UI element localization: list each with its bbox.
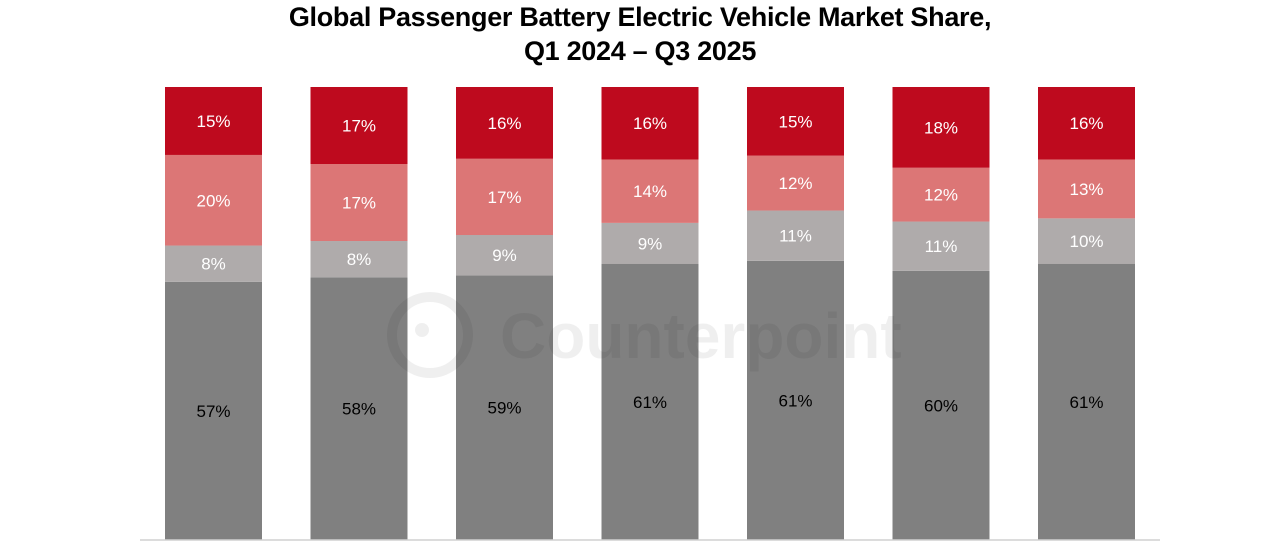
watermark-logo-dot [415,323,429,337]
data-label: 17% [487,188,521,207]
bar-4-segment-4 [601,87,699,160]
bar-7-segment-1 [1038,263,1135,540]
data-label: 12% [924,186,958,205]
data-label: 10% [1069,232,1103,251]
bar-5-segment-1 [747,260,844,540]
bar-4-segment-2 [601,222,699,264]
data-label: 16% [633,114,667,133]
bar-7-segment-4 [1038,87,1135,160]
bar-5-segment-2 [747,210,844,261]
bar-4-segment-3 [601,159,699,223]
bar-1-segment-1 [165,281,262,540]
chart-title-line-2: Q1 2024 – Q3 2025 [523,36,757,66]
bar-4-segment-1 [601,263,699,540]
bar-7: 61% 10% 13% 16% [1038,87,1135,540]
data-label: 20% [196,191,230,210]
watermark-logo-icon [387,292,473,378]
bar-3: 59% 9% 17% 16% [456,87,553,540]
data-label: 57% [196,402,230,421]
bar-2-segment-2 [310,241,408,278]
data-label: 60% [924,396,958,415]
bar-1-segment-2 [165,245,262,282]
data-label: 9% [492,246,517,265]
bar-1-segment-3 [165,154,262,246]
data-label: 11% [925,237,958,256]
data-label: 61% [633,393,667,412]
data-label: 61% [778,391,812,410]
bar-2: 58% 8% 17% 17% [310,87,408,540]
data-label: 18% [924,118,958,137]
data-label: 15% [778,112,812,131]
bar-1: 57% 8% 20% 15% [165,87,262,540]
bar-3-segment-3 [456,158,553,236]
bars-group: 57% 8% 20% 15% 58% 8% 17% 17% 59% 9% 17% 16% 61% 9% 14… [165,87,1135,540]
bar-4: 61% 9% 14% 16% [601,87,699,540]
bar-7-segment-2 [1038,218,1135,264]
bar-5-segment-3 [747,155,844,211]
data-label: 9% [638,234,663,253]
data-label: 8% [347,250,372,269]
data-label: 14% [633,182,667,201]
bar-5: 61% 11% 12% 15% [747,87,844,540]
data-label: 15% [196,112,230,131]
bar-3-segment-4 [456,87,553,159]
data-label: 16% [1069,114,1103,133]
bar-7-segment-3 [1038,159,1135,219]
bar-2-segment-3 [310,164,408,242]
bar-6-segment-4 [892,87,990,168]
data-label: 59% [487,399,521,418]
data-label: 58% [342,400,376,419]
data-label: 12% [778,174,812,193]
bar-6-segment-2 [892,221,990,271]
bar-6-segment-3 [892,167,990,222]
bar-1-segment-4 [165,87,262,155]
data-label: 16% [487,114,521,133]
data-label: 11% [779,227,812,246]
data-label: 17% [342,194,376,213]
bar-5-segment-4 [747,87,844,156]
data-label: 61% [1069,393,1103,412]
chart-title: Global Passenger Battery Electric Vehicl… [0,0,1280,68]
bar-2-segment-4 [310,87,408,165]
data-label: 13% [1069,180,1103,199]
data-label: 17% [342,117,376,136]
bar-3-segment-1 [456,275,553,540]
data-label: 8% [201,255,226,274]
bar-6: 60% 11% 12% 18% [892,87,990,540]
chart-title-line-1: Global Passenger Battery Electric Vehicl… [288,2,992,32]
watermark: Counterpoint [387,292,902,378]
bar-6-segment-1 [892,270,990,540]
bar-2-segment-1 [310,277,408,540]
watermark-text: Counterpoint [500,300,902,372]
bar-3-segment-2 [456,235,553,276]
